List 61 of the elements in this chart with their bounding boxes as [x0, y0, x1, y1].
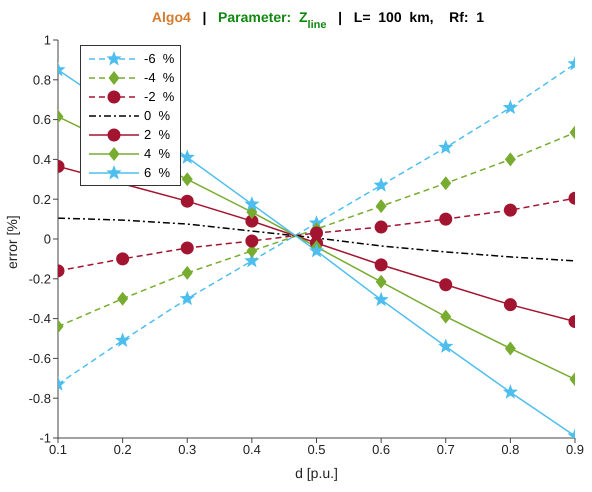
- x-tick-label: 0.7: [436, 442, 455, 458]
- point: [504, 341, 516, 356]
- point: [504, 204, 517, 217]
- point: [504, 298, 517, 312]
- point: [502, 100, 518, 114]
- x-tick-label: 0.5: [307, 442, 326, 458]
- point: [245, 234, 258, 248]
- legend-label: -6 %: [144, 51, 174, 66]
- point: [180, 194, 194, 208]
- point: [376, 274, 387, 289]
- point: [502, 384, 518, 399]
- x-tick-label: 0.6: [372, 442, 390, 458]
- point: [182, 266, 193, 280]
- chart-title: Algo4 | Parameter: Z$_{line}$ | L= 100 km, Rf: 1: [152, 9, 484, 31]
- x-tick-label: 0.9: [566, 442, 584, 458]
- legend-label: 2 %: [144, 127, 170, 142]
- point: [440, 176, 452, 190]
- point: [115, 332, 130, 347]
- y-tick-label: -0.2: [28, 271, 51, 286]
- point: [438, 338, 454, 353]
- point: [439, 278, 452, 292]
- point: [116, 252, 130, 266]
- x-axis-title: d [p.u.]: [295, 465, 338, 481]
- legend-label: -2 %: [144, 89, 174, 104]
- point: [439, 212, 452, 226]
- point: [374, 177, 389, 192]
- point: [117, 292, 128, 306]
- legend-label: 6 %: [144, 165, 170, 180]
- y-tick-label: 0.2: [32, 192, 51, 207]
- legend-label: -4 %: [144, 70, 174, 85]
- x-tick-label: 0.8: [501, 442, 520, 458]
- y-tick-label: 1: [44, 32, 51, 48]
- y-axis-title: error [%]: [4, 215, 20, 269]
- point: [440, 310, 452, 324]
- x-tick-label: 0.1: [48, 442, 68, 458]
- y-tick-label: 0.4: [32, 152, 51, 168]
- point: [180, 149, 195, 164]
- line-series: [58, 217, 575, 262]
- y-tick-label: -0.6: [28, 351, 51, 366]
- point: [182, 172, 193, 186]
- y-tick-label: 0.6: [32, 112, 51, 128]
- y-tick-label: 0.8: [32, 72, 51, 88]
- x-tick-label: 0.2: [114, 442, 132, 458]
- y-tick-label: -1: [39, 430, 51, 446]
- point: [374, 220, 388, 234]
- point: [374, 292, 389, 306]
- point: [376, 199, 387, 214]
- point: [308, 242, 324, 258]
- point: [180, 290, 195, 306]
- x-tick-label: 0.4: [242, 442, 261, 458]
- legend-label: 0 %: [144, 108, 170, 123]
- x-tick-label: 0.3: [178, 442, 196, 458]
- y-tick-label: 0: [44, 232, 51, 247]
- legend-label: 4 %: [144, 146, 170, 161]
- point: [504, 152, 516, 166]
- point: [438, 139, 454, 154]
- point: [374, 258, 388, 272]
- point: [180, 241, 194, 254]
- point: [244, 196, 260, 211]
- y-tick-label: -0.8: [28, 390, 51, 406]
- y-tick-label: -0.4: [28, 311, 51, 326]
